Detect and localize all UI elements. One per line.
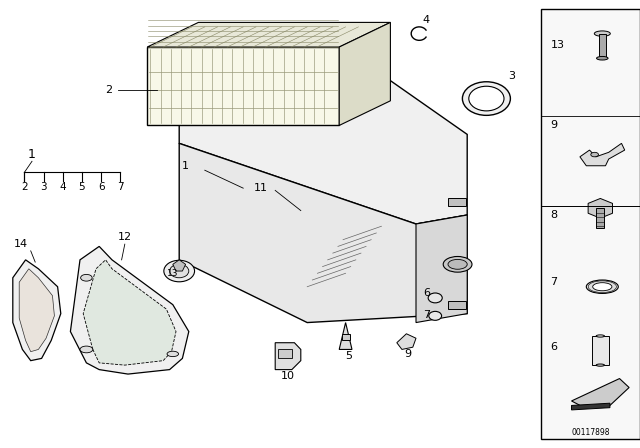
Text: 13: 13 bbox=[550, 40, 564, 50]
Bar bbox=[147, 47, 339, 125]
Ellipse shape bbox=[428, 293, 442, 303]
Text: 1: 1 bbox=[182, 161, 189, 171]
Text: 13: 13 bbox=[167, 269, 179, 278]
Polygon shape bbox=[572, 403, 610, 410]
Text: 12: 12 bbox=[118, 233, 132, 242]
Polygon shape bbox=[275, 343, 301, 370]
Text: 14: 14 bbox=[14, 239, 28, 249]
Text: 7: 7 bbox=[117, 182, 124, 192]
Polygon shape bbox=[19, 269, 54, 352]
Bar bbox=[599, 34, 605, 58]
Ellipse shape bbox=[164, 260, 195, 282]
Text: 6: 6 bbox=[98, 182, 104, 192]
Text: 4: 4 bbox=[422, 15, 429, 25]
Ellipse shape bbox=[167, 351, 179, 357]
Bar bbox=[541, 9, 640, 439]
Text: 6: 6 bbox=[550, 342, 557, 352]
Bar bbox=[278, 349, 292, 358]
Text: 3: 3 bbox=[40, 182, 47, 192]
Text: 9: 9 bbox=[550, 121, 557, 130]
Polygon shape bbox=[147, 22, 390, 47]
Ellipse shape bbox=[595, 31, 611, 36]
Bar bbox=[596, 208, 604, 228]
Ellipse shape bbox=[468, 86, 504, 111]
Text: 6: 6 bbox=[424, 289, 430, 298]
Ellipse shape bbox=[80, 346, 93, 353]
Polygon shape bbox=[83, 260, 176, 365]
Text: 7: 7 bbox=[423, 310, 431, 320]
Bar bbox=[448, 198, 466, 206]
Polygon shape bbox=[397, 334, 416, 349]
Bar bbox=[342, 334, 350, 340]
Text: 3: 3 bbox=[509, 71, 515, 81]
Bar bbox=[448, 301, 466, 309]
Text: 4: 4 bbox=[60, 182, 66, 192]
Polygon shape bbox=[339, 323, 352, 349]
Ellipse shape bbox=[462, 82, 511, 116]
Text: 2: 2 bbox=[21, 182, 28, 192]
Ellipse shape bbox=[443, 256, 472, 272]
Bar bbox=[592, 336, 609, 365]
Polygon shape bbox=[179, 54, 467, 224]
Polygon shape bbox=[13, 260, 61, 361]
Text: 2: 2 bbox=[105, 85, 113, 95]
Text: 10: 10 bbox=[281, 371, 295, 381]
Text: 5: 5 bbox=[79, 182, 85, 192]
Text: 00117898: 00117898 bbox=[571, 428, 610, 437]
Polygon shape bbox=[70, 246, 189, 374]
Polygon shape bbox=[416, 215, 467, 323]
Polygon shape bbox=[339, 22, 390, 125]
Text: 11: 11 bbox=[254, 183, 268, 193]
Polygon shape bbox=[173, 260, 186, 271]
Text: 7: 7 bbox=[550, 277, 557, 287]
Ellipse shape bbox=[596, 364, 605, 366]
Polygon shape bbox=[580, 143, 625, 166]
Polygon shape bbox=[572, 379, 629, 408]
Polygon shape bbox=[179, 143, 467, 323]
Text: 8: 8 bbox=[550, 210, 557, 220]
Ellipse shape bbox=[170, 264, 189, 278]
Ellipse shape bbox=[596, 56, 608, 60]
Ellipse shape bbox=[448, 259, 467, 269]
Text: 9: 9 bbox=[404, 349, 412, 359]
Ellipse shape bbox=[429, 311, 442, 320]
Ellipse shape bbox=[586, 280, 618, 293]
Text: 1: 1 bbox=[28, 148, 36, 161]
Ellipse shape bbox=[81, 274, 92, 281]
Ellipse shape bbox=[593, 283, 612, 291]
Ellipse shape bbox=[591, 152, 598, 157]
Ellipse shape bbox=[596, 335, 605, 337]
Text: 5: 5 bbox=[346, 351, 352, 361]
